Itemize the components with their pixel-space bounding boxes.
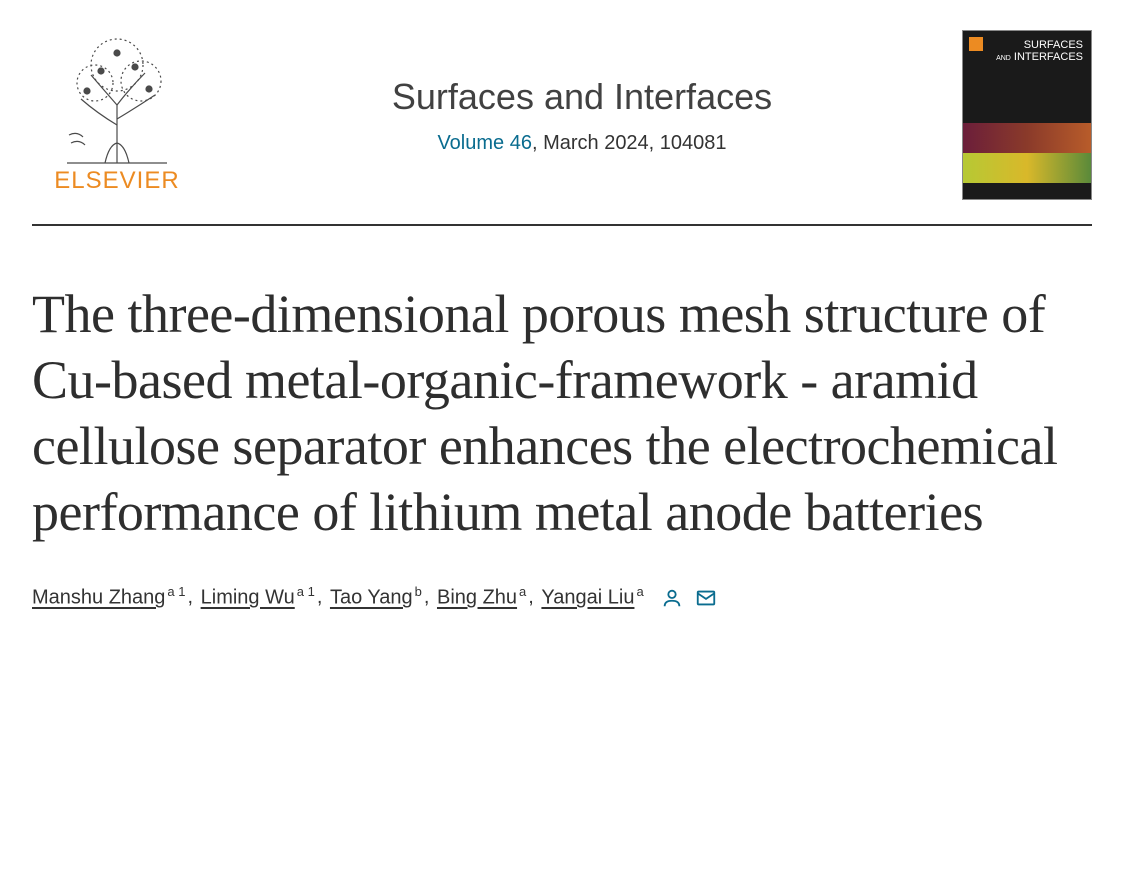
mail-icon[interactable]: [695, 587, 717, 609]
cover-title-line2: INTERFACES: [1014, 51, 1083, 63]
author-separator: ,: [528, 586, 539, 608]
elsevier-tree-icon: [47, 35, 187, 165]
author-affiliation[interactable]: a: [519, 584, 526, 599]
author-link[interactable]: Yangai Liu: [541, 586, 634, 608]
article-header: ELSEVIER Surfaces and Interfaces Volume …: [32, 30, 1092, 226]
journal-info: Surfaces and Interfaces Volume 46, March…: [202, 76, 962, 155]
author-separator: ,: [317, 586, 328, 608]
author-affiliation[interactable]: b: [415, 584, 422, 599]
cover-art-band: [963, 123, 1091, 153]
journal-cover-thumbnail[interactable]: SURFACES AND INTERFACES: [962, 30, 1092, 200]
author-affiliation[interactable]: a: [636, 584, 643, 599]
corresponding-author-icons: [661, 587, 717, 609]
article-title: The three-dimensional porous mesh struct…: [32, 282, 1092, 546]
cover-title-line1: SURFACES: [1024, 39, 1083, 51]
author-link[interactable]: Bing Zhu: [437, 586, 517, 608]
author-list: Manshu Zhanga 1, Liming Wua 1, Tao Yangb…: [32, 584, 1092, 610]
issue-line: Volume 46, March 2024, 104081: [222, 132, 942, 155]
cover-title: SURFACES AND INTERFACES: [996, 39, 1083, 63]
journal-name[interactable]: Surfaces and Interfaces: [222, 76, 942, 118]
issue-details: , March 2024, 104081: [532, 132, 727, 154]
volume-link[interactable]: Volume 46: [437, 132, 532, 154]
cover-art-band: [963, 153, 1091, 183]
publisher-name: ELSEVIER: [54, 167, 179, 195]
author-link[interactable]: Manshu Zhang: [32, 586, 165, 608]
author-link[interactable]: Liming Wu: [201, 586, 295, 608]
author-affiliation[interactable]: a 1: [167, 584, 185, 599]
person-icon[interactable]: [661, 587, 683, 609]
author-separator: ,: [188, 586, 199, 608]
cover-publisher-badge: [969, 37, 983, 51]
author-separator: ,: [424, 586, 435, 608]
cover-title-and: AND: [996, 55, 1011, 62]
author-affiliation[interactable]: a 1: [297, 584, 315, 599]
author-link[interactable]: Tao Yang: [330, 586, 413, 608]
publisher-logo-block[interactable]: ELSEVIER: [32, 35, 202, 195]
